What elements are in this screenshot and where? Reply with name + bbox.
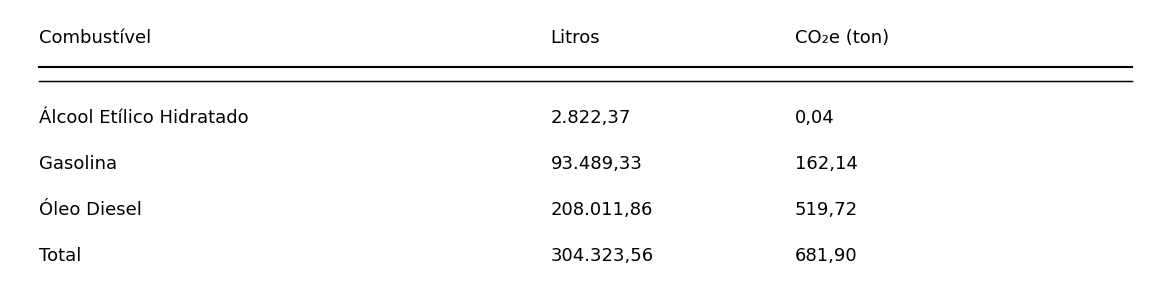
Text: 2.822,37: 2.822,37 — [550, 109, 631, 127]
Text: 162,14: 162,14 — [795, 155, 857, 173]
Text: Combustível: Combustível — [39, 29, 151, 47]
Text: 0,04: 0,04 — [795, 109, 835, 127]
Text: 519,72: 519,72 — [795, 201, 858, 219]
Text: Óleo Diesel: Óleo Diesel — [39, 201, 142, 219]
Text: 681,90: 681,90 — [795, 247, 857, 265]
Text: Litros: Litros — [550, 29, 601, 47]
Text: Álcool Etílico Hidratado: Álcool Etílico Hidratado — [39, 109, 248, 127]
Text: 208.011,86: 208.011,86 — [550, 201, 653, 219]
Text: Total: Total — [39, 247, 82, 265]
Text: 93.489,33: 93.489,33 — [550, 155, 643, 173]
Text: Gasolina: Gasolina — [39, 155, 117, 173]
Text: CO₂e (ton): CO₂e (ton) — [795, 29, 889, 47]
Text: 304.323,56: 304.323,56 — [550, 247, 653, 265]
